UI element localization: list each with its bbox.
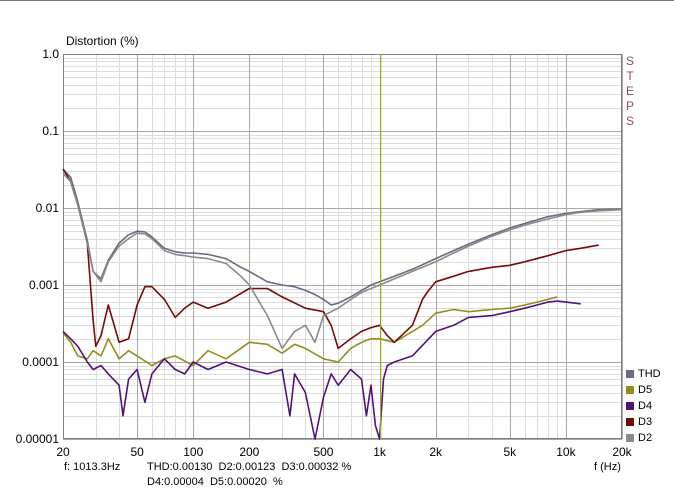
y-tick-label: 0.0001 [22, 355, 59, 369]
x-tick-label: 20 [56, 445, 70, 459]
y-tick-label: 0.1 [42, 124, 59, 138]
legend-swatch [626, 418, 634, 426]
grid-minor [63, 54, 622, 439]
cursor-values-line2: D4:0.00004 D5:0.00020 % [147, 476, 283, 488]
plot-frame [63, 54, 622, 439]
x-axis-label: f (Hz) [594, 461, 621, 473]
x-tick-label: 1k [373, 445, 387, 459]
x-tick-label: 2k [429, 445, 443, 459]
legend-swatch [626, 402, 634, 410]
y-tick-label: 0.00001 [16, 432, 60, 446]
plot-area [63, 54, 622, 439]
x-tick-label: 20k [612, 445, 632, 459]
legend-label: D5 [638, 384, 653, 396]
x-tick-label: 200 [239, 445, 259, 459]
y-tick-label: 1.0 [42, 47, 59, 61]
series-thd-line [62, 168, 623, 306]
legend-label: D3 [638, 416, 653, 428]
legend-item-d4[interactable]: D4 [626, 398, 661, 414]
x-tick-label: 100 [183, 445, 203, 459]
top-border [0, 0, 674, 1]
legend-swatch [626, 370, 634, 378]
legend-label: THD [638, 368, 661, 380]
legend-swatch [626, 434, 634, 442]
legend-item-d2[interactable]: D2 [626, 430, 661, 446]
legend-item-thd[interactable]: THD [626, 366, 661, 382]
legend: THD D5 D4 D3 D2 [626, 366, 661, 446]
series-d5-line [62, 296, 558, 367]
series-d4-line [62, 300, 581, 440]
cursor-frequency-readout: f: 1013.3Hz [64, 461, 121, 473]
legend-item-d3[interactable]: D3 [626, 414, 661, 430]
steps-label: STEPS [625, 54, 634, 128]
series-d2-line [62, 173, 623, 350]
y-axis-label: Distortion (%) [66, 34, 139, 48]
x-tick-label: 5k [503, 445, 517, 459]
legend-swatch [626, 386, 634, 394]
legend-label: D2 [638, 432, 653, 444]
y-tick-label: 0.001 [29, 278, 59, 292]
cursor-values-line1: THD:0.00130 D2:0.00123 D3:0.00032 % [147, 461, 352, 473]
legend-label: D4 [638, 400, 653, 412]
x-tick-label: 500 [313, 445, 333, 459]
series-d3-line [62, 168, 599, 350]
y-tick-label: 0.01 [36, 201, 60, 215]
x-tick-label: 50 [130, 445, 144, 459]
legend-item-d5[interactable]: D5 [626, 382, 661, 398]
x-tick-label: 10k [556, 445, 576, 459]
